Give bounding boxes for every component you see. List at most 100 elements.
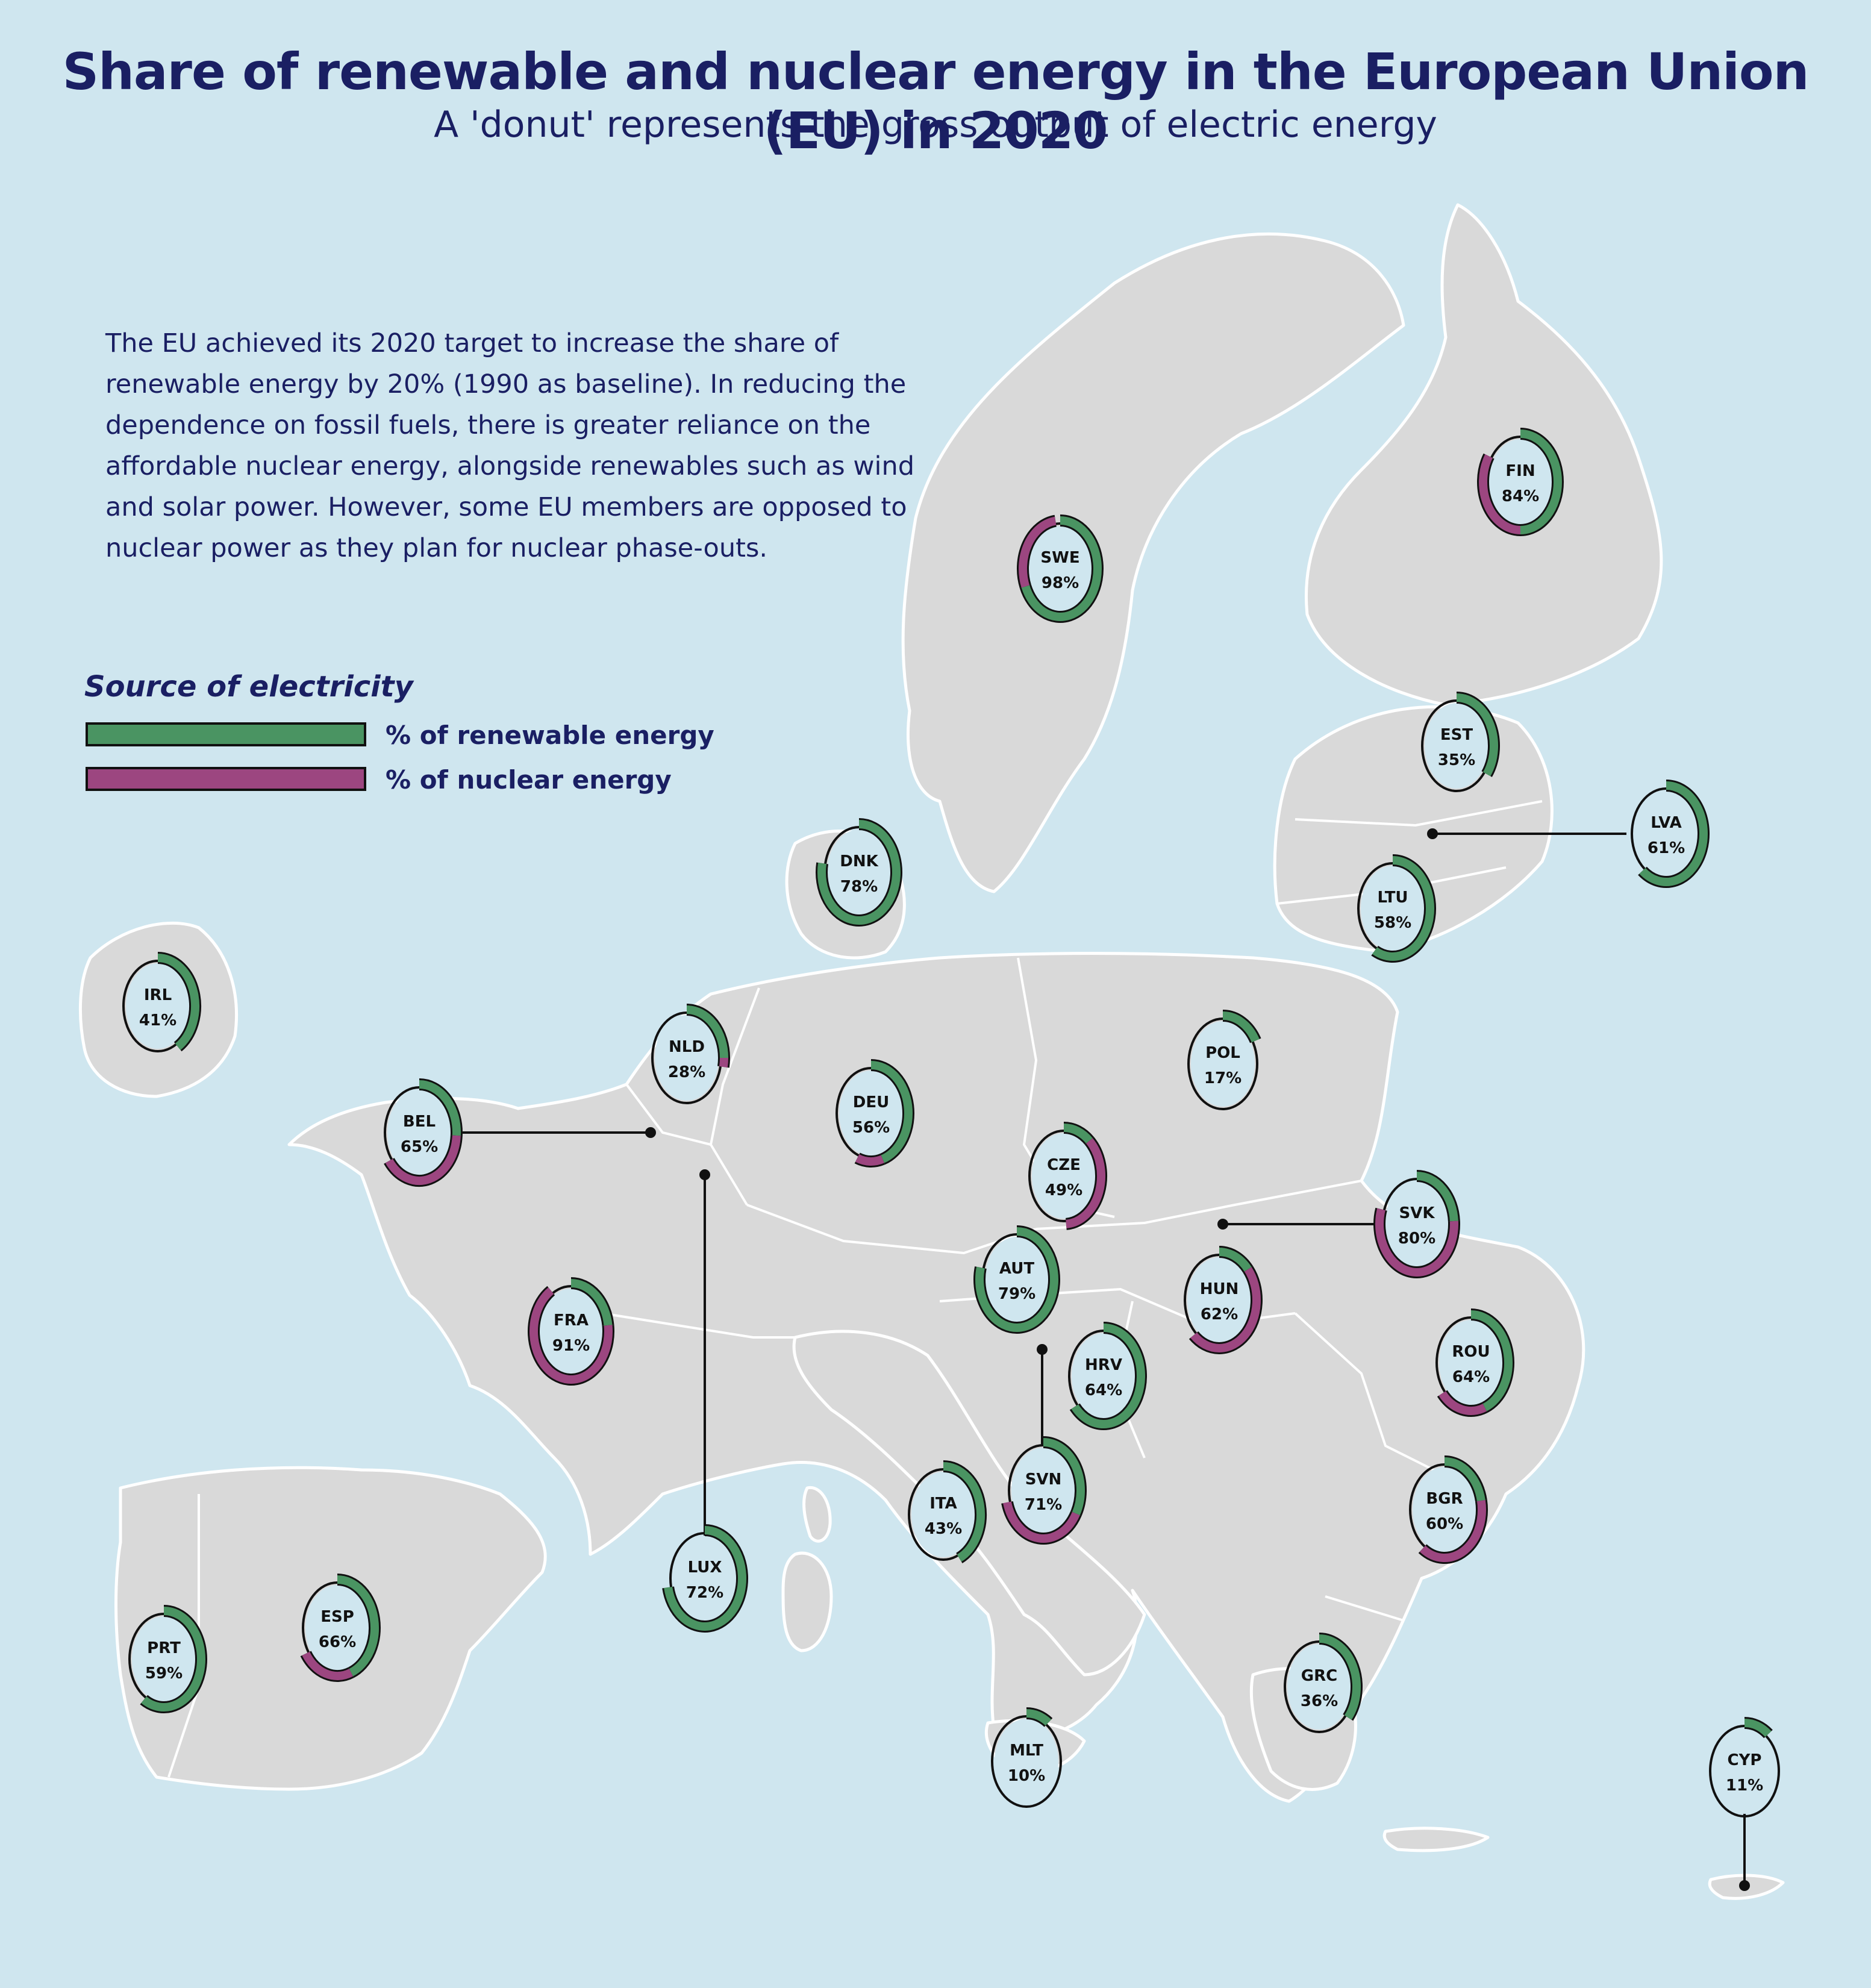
donut-aut: AUT 79%: [973, 1225, 1060, 1334]
donut-bel: BEL 65%: [384, 1078, 463, 1187]
country-code-label: FRA: [554, 1311, 589, 1330]
donut-mlt: MLT 10%: [991, 1707, 1062, 1808]
nuclear-arc: [1438, 1391, 1487, 1415]
donut-svk: SVK 80%: [1373, 1170, 1460, 1278]
nuclear-arc: [1019, 516, 1057, 588]
renewable-arc: [817, 820, 901, 925]
nuclear-arc: [1375, 1208, 1458, 1277]
country-code-label: AUT: [999, 1260, 1034, 1278]
country-code-label: FIN: [1505, 462, 1535, 480]
donut-hole: [1713, 1728, 1776, 1814]
nuclear-arc: [719, 1057, 728, 1068]
share-percent-label: 17%: [1204, 1069, 1242, 1087]
nuclear-arc: [385, 1135, 461, 1185]
country-code-label: ROU: [1452, 1343, 1490, 1361]
donut-fin: FIN 84%: [1477, 428, 1564, 536]
legend-swatch-nuclear: [86, 767, 366, 791]
nuclear-arc: [302, 1651, 353, 1680]
crete-landmass: [1382, 1827, 1490, 1852]
sardinia-landmass: [781, 1551, 833, 1652]
country-code-label: PRT: [147, 1639, 181, 1657]
legend-title: Source of electricity: [84, 670, 413, 704]
share-percent-label: 64%: [1452, 1368, 1490, 1386]
donut-hole: [1488, 439, 1552, 525]
renewable-arc: [157, 954, 199, 1050]
donut-hole: [1187, 1257, 1251, 1343]
renewable-arc: [1219, 1248, 1252, 1272]
share-percent-label: 41%: [139, 1011, 176, 1030]
nuclear-arc: [529, 1287, 613, 1384]
country-code-label: SWE: [1040, 549, 1079, 567]
chart-subtitle: A 'donut' represents the gross output of…: [434, 104, 1437, 146]
donut-irl: IRL 41%: [122, 952, 201, 1052]
renewable-arc: [1520, 430, 1562, 534]
intro-line: and solar power. However, some EU member…: [105, 492, 907, 522]
share-percent-label: 56%: [852, 1119, 890, 1137]
legend-label-renewable: % of renewable energy: [386, 720, 714, 750]
donut-cze: CZE 49%: [1028, 1122, 1107, 1230]
share-percent-label: 49%: [1045, 1181, 1082, 1199]
share-percent-label: 58%: [1374, 914, 1411, 932]
intro-line: The EU achieved its 2020 target to incre…: [105, 328, 839, 358]
share-percent-label: 61%: [1648, 839, 1685, 857]
renewable-arc: [1043, 1438, 1085, 1516]
renewable-arc: [141, 1607, 205, 1711]
donut-lva: LVA 61%: [1631, 780, 1710, 888]
country-code-label: DNK: [840, 852, 878, 871]
donut-hole: [673, 1536, 737, 1621]
donut-prt: PRT 59%: [128, 1605, 207, 1713]
country-code-label: LUX: [688, 1558, 722, 1577]
nuclear-arc: [1190, 1267, 1261, 1352]
share-percent-label: 71%: [1025, 1496, 1062, 1514]
renewable-arc: [337, 1575, 379, 1677]
donut-cyp: CYP 11%: [1709, 1717, 1780, 1818]
share-percent-label: 28%: [668, 1063, 705, 1081]
donut-ita: ITA 43%: [908, 1460, 987, 1563]
intro-paragraph: The EU achieved its 2020 target to incre…: [105, 323, 937, 569]
country-code-label: SVK: [1399, 1204, 1435, 1222]
renewable-arc: [1021, 516, 1102, 621]
share-percent-label: 65%: [401, 1138, 438, 1156]
donut-ltu: LTU 58%: [1357, 854, 1436, 963]
donut-hole: [1072, 1333, 1135, 1419]
country-code-label: EST: [1440, 726, 1473, 744]
renewable-arc: [1063, 1124, 1093, 1144]
renewable-arc: [943, 1462, 985, 1562]
country-code-label: CZE: [1047, 1156, 1081, 1174]
country-code-label: NLD: [669, 1038, 705, 1056]
donut-hole: [1028, 526, 1092, 611]
country-code-label: BGR: [1426, 1490, 1463, 1508]
nuclear-arc: [1003, 1501, 1080, 1543]
donut-hrv: HRV 64%: [1068, 1322, 1147, 1430]
share-percent-label: 10%: [1008, 1767, 1045, 1785]
country-code-label: BEL: [403, 1113, 436, 1131]
donut-esp: ESP 66%: [300, 1574, 381, 1682]
intro-line: affordable nuclear energy, alongside ren…: [105, 451, 915, 481]
donut-hole: [827, 830, 891, 915]
donut-hole: [1032, 1133, 1096, 1219]
donut-hole: [1413, 1467, 1476, 1552]
renewable-arc: [1744, 1719, 1772, 1737]
renewable-arc: [686, 1005, 728, 1058]
share-percent-label: 80%: [1398, 1230, 1435, 1248]
renewable-arc: [419, 1080, 461, 1136]
donut-bgr: BGR 60%: [1409, 1455, 1488, 1564]
donut-hole: [995, 1719, 1058, 1804]
donut-hole: [1425, 703, 1488, 789]
donut-svn: SVN 71%: [1001, 1436, 1087, 1545]
donut-hole: [132, 1616, 196, 1702]
share-percent-label: 91%: [552, 1337, 590, 1355]
nuclear-arc: [1066, 1138, 1105, 1228]
share-percent-label: 36%: [1301, 1692, 1338, 1710]
country-code-label: ESP: [320, 1608, 354, 1626]
donut-deu: DEU 56%: [836, 1059, 914, 1167]
donut-lux: LUX 72%: [662, 1524, 748, 1633]
country-code-label: SVN: [1025, 1471, 1062, 1489]
donut-hole: [305, 1585, 369, 1671]
donut-hole: [126, 963, 190, 1049]
donut-hole: [1361, 866, 1425, 951]
renewable-arc: [664, 1526, 746, 1631]
share-percent-label: 11%: [1726, 1777, 1763, 1795]
share-percent-label: 60%: [1426, 1515, 1463, 1533]
